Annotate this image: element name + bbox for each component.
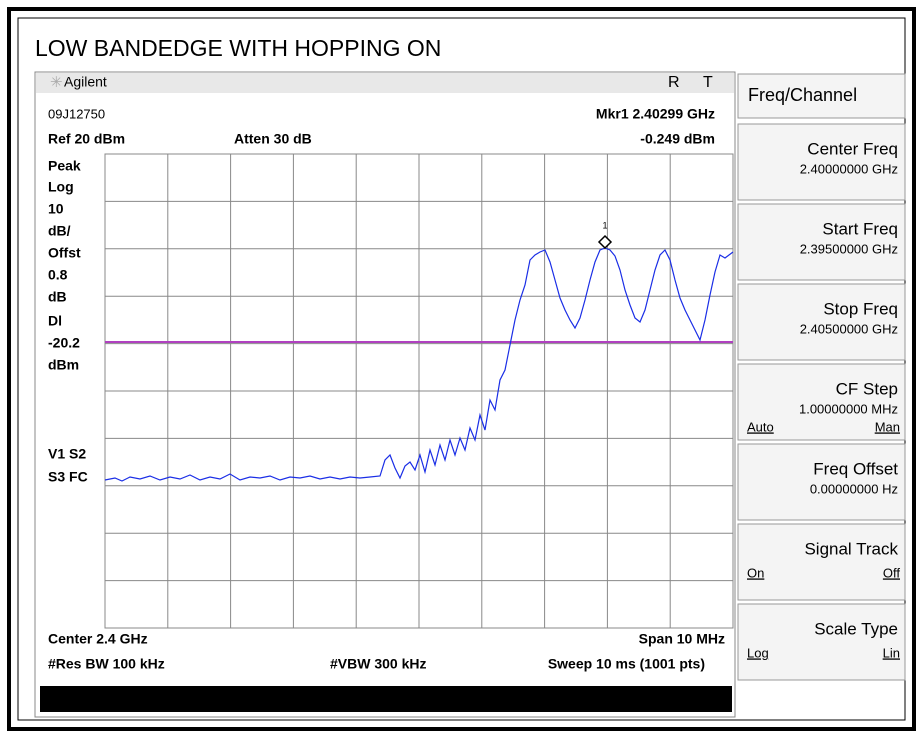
softkey[interactable] (737, 203, 906, 281)
softkey-option: Log (747, 645, 769, 660)
logo: ✳ (50, 74, 63, 91)
brand: Agilent (64, 74, 107, 90)
softkey-label: Freq Offset (813, 459, 898, 478)
serial: 09J12750 (48, 106, 105, 121)
marker-readout: Mkr1 2.40299 GHz (596, 106, 715, 122)
rbw: #Res BW 100 kHz (48, 656, 165, 672)
side-label: S3 FC (48, 469, 88, 485)
side-label: dB (48, 289, 67, 305)
side-label: dBm (48, 357, 79, 373)
status: T (703, 74, 713, 91)
side-label: dB/ (48, 223, 71, 239)
ref-level: Ref 20 dBm (48, 131, 125, 147)
menu-title-box (737, 73, 906, 119)
atten: Atten 30 dB (234, 131, 312, 147)
softkey-value: 2.39500000 GHz (800, 241, 898, 256)
trace (104, 247, 734, 482)
softkey-option: Auto (747, 419, 774, 434)
span: Span 10 MHz (639, 631, 725, 647)
marker (597, 234, 613, 250)
side-label: Peak (48, 158, 81, 174)
softkey[interactable] (737, 123, 906, 201)
softkey-option: Lin (883, 645, 900, 660)
side-label: Dl (48, 313, 62, 329)
softkey-label: Signal Track (804, 539, 898, 558)
softkey-option: Off (883, 565, 900, 580)
marker-label: 1 (602, 220, 607, 230)
status: R (668, 74, 680, 91)
softkey-label: Stop Freq (823, 299, 898, 318)
softkey-label: Scale Type (814, 619, 898, 638)
softkey-value: 2.40000000 GHz (800, 161, 898, 176)
frame (7, 7, 916, 731)
softkey[interactable] (737, 283, 906, 361)
header-bar (36, 73, 734, 93)
title: LOW BANDEDGE WITH HOPPING ON (35, 35, 441, 61)
softkey[interactable] (737, 363, 906, 441)
softkey[interactable] (737, 443, 906, 521)
menu-title: Freq/Channel (748, 85, 857, 105)
softkey-value: 2.40500000 GHz (800, 321, 898, 336)
grid (104, 153, 734, 629)
softkey-label: CF Step (836, 379, 898, 398)
softkey[interactable] (737, 523, 906, 601)
side-label: 0.8 (48, 267, 68, 283)
sweep: Sweep 10 ms (1001 pts) (548, 656, 705, 672)
softkey-label: Center Freq (807, 139, 898, 158)
vbw: #VBW 300 kHz (330, 656, 426, 672)
side-label: V1 S2 (48, 446, 86, 462)
message-bar (40, 686, 732, 712)
side-label: Offst (48, 245, 81, 261)
side-label: 10 (48, 201, 64, 217)
center-freq: Center 2.4 GHz (48, 631, 148, 647)
softkey-label: Start Freq (822, 219, 898, 238)
display (34, 71, 736, 718)
softkey-option: On (747, 565, 764, 580)
softkey-option: Man (875, 419, 900, 434)
side-label: Log (48, 179, 74, 195)
softkey[interactable] (737, 603, 906, 681)
softkey-value: 1.00000000 MHz (799, 401, 898, 416)
marker-level: -0.249 dBm (640, 131, 715, 147)
side-label: -20.2 (48, 335, 80, 351)
softkey-value: 0.00000000 Hz (810, 481, 898, 496)
